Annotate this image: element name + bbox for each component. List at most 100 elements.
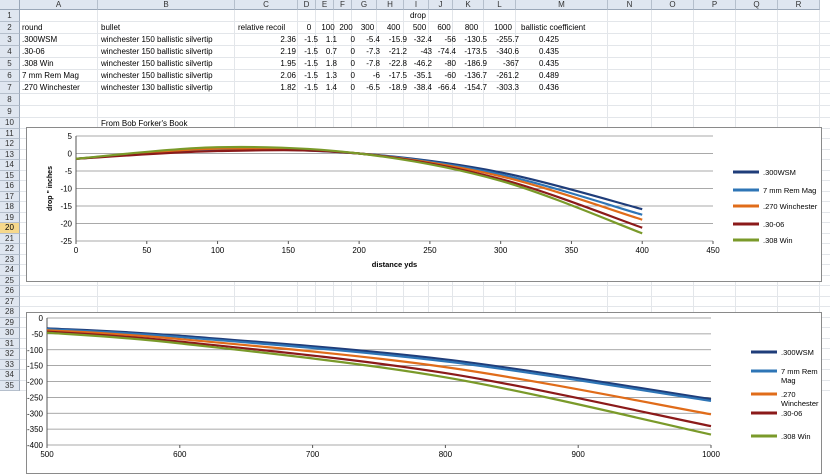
table-cell[interactable]: -32.4	[413, 35, 432, 44]
table-cell[interactable]: -1.5	[304, 71, 318, 80]
table-cell[interactable]: -1.5	[304, 47, 318, 56]
row-header-19[interactable]: 19	[0, 212, 20, 223]
table-cell[interactable]: .30-06	[22, 47, 45, 56]
column-header-i[interactable]: I	[404, 0, 429, 10]
column-header-k[interactable]: K	[453, 0, 484, 10]
row-header-16[interactable]: 16	[0, 181, 20, 192]
header-200[interactable]: 200	[339, 23, 353, 32]
source-note[interactable]: From Bob Forker's Book	[101, 119, 188, 128]
table-cell[interactable]: -136.7	[464, 71, 487, 80]
table-cell[interactable]: -56	[444, 35, 456, 44]
row-header-23[interactable]: 23	[0, 254, 20, 265]
column-header-j[interactable]: J	[429, 0, 453, 10]
column-header-o[interactable]: O	[652, 0, 694, 10]
row-header-4[interactable]: 4	[0, 46, 20, 58]
header-relative-recoil[interactable]: relative recoil	[238, 23, 286, 32]
header-600[interactable]: 600	[437, 23, 451, 32]
column-header-a[interactable]: A	[20, 0, 98, 10]
header-100[interactable]: 100	[321, 23, 335, 32]
row-header-28[interactable]: 28	[0, 307, 20, 318]
table-cell[interactable]: 1.4	[325, 83, 337, 92]
table-cell[interactable]: 2.19	[280, 47, 296, 56]
row-header-2[interactable]: 2	[0, 22, 20, 34]
row-header-3[interactable]: 3	[0, 34, 20, 46]
table-cell[interactable]: -60	[444, 71, 456, 80]
row-header-34[interactable]: 34	[0, 370, 20, 381]
column-header-b[interactable]: B	[98, 0, 235, 10]
table-cell[interactable]: -261.2	[496, 71, 519, 80]
table-cell[interactable]: -5.4	[366, 35, 380, 44]
table-cell[interactable]: -74.4	[437, 47, 456, 56]
header-1000[interactable]: 1000	[494, 23, 512, 32]
table-cell[interactable]: -15.9	[388, 35, 407, 44]
table-cell[interactable]: 1.3	[325, 71, 337, 80]
table-cell[interactable]: 2.36	[280, 35, 296, 44]
table-cell[interactable]: winchester 130 ballistic silvertip	[101, 83, 213, 92]
table-cell[interactable]: 1.8	[325, 59, 337, 68]
row-header-15[interactable]: 15	[0, 170, 20, 181]
row-header-20[interactable]: 20	[0, 223, 20, 234]
table-cell[interactable]: 0.435	[538, 47, 559, 56]
table-cell[interactable]: 0.489	[538, 71, 559, 80]
table-cell[interactable]: .300WSM	[22, 35, 58, 44]
drop-header-cell[interactable]: drop	[409, 11, 426, 20]
table-cell[interactable]: -303.3	[496, 83, 519, 92]
table-cell[interactable]: .308 Win	[22, 59, 54, 68]
chart-drop-short-range[interactable]: 5 0 -5 -10 -15 -20 -25 0 50 100 150 200 250 300 350 400…	[26, 127, 822, 282]
table-cell[interactable]: -6	[372, 71, 380, 80]
table-cell[interactable]: -1.5	[304, 83, 318, 92]
column-header-q[interactable]: Q	[736, 0, 778, 10]
table-cell[interactable]: 2.06	[280, 71, 296, 80]
table-cell[interactable]: -1.5	[304, 35, 318, 44]
row-header-17[interactable]: 17	[0, 191, 20, 202]
table-cell[interactable]: 7 mm Rem Mag	[22, 71, 79, 80]
table-cell[interactable]: 0.435	[538, 59, 559, 68]
table-cell[interactable]: -154.7	[464, 83, 487, 92]
table-cell[interactable]: -17.5	[388, 71, 407, 80]
table-cell[interactable]: -186.9	[464, 59, 487, 68]
table-cell[interactable]: 1.1	[325, 35, 337, 44]
column-header-c[interactable]: C	[235, 0, 298, 10]
header-300[interactable]: 300	[360, 23, 375, 32]
row-header-32[interactable]: 32	[0, 349, 20, 360]
row-header-35[interactable]: 35	[0, 380, 20, 391]
row-header-33[interactable]: 33	[0, 359, 20, 370]
row-header-29[interactable]: 29	[0, 317, 20, 328]
table-cell[interactable]: winchester 150 ballistic silvertip	[101, 71, 213, 80]
column-header-n[interactable]: N	[608, 0, 652, 10]
table-cell[interactable]: 0	[350, 47, 355, 56]
table-cell[interactable]: 0.436	[538, 83, 559, 92]
row-header-31[interactable]: 31	[0, 338, 20, 349]
table-cell[interactable]: 0	[350, 59, 355, 68]
table-cell[interactable]: -255.7	[496, 35, 519, 44]
row-header-27[interactable]: 27	[0, 296, 20, 307]
select-all-corner[interactable]	[0, 0, 20, 10]
header-500[interactable]: 500	[412, 23, 427, 32]
row-header-5[interactable]: 5	[0, 58, 20, 70]
column-header-d[interactable]: D	[298, 0, 316, 10]
column-header-l[interactable]: L	[484, 0, 516, 10]
table-cell[interactable]: -7.3	[366, 47, 380, 56]
row-header-30[interactable]: 30	[0, 328, 20, 339]
header-0[interactable]: 0	[306, 23, 312, 32]
column-header-e[interactable]: E	[316, 0, 334, 10]
header-round[interactable]: round	[22, 23, 43, 32]
table-cell[interactable]: 1.95	[280, 59, 296, 68]
table-cell[interactable]: -173.5	[464, 47, 487, 56]
row-header-25[interactable]: 25	[0, 275, 20, 286]
table-cell[interactable]: 0.425	[538, 35, 559, 44]
table-cell[interactable]: -22.8	[388, 59, 407, 68]
header-ballistic-coefficient[interactable]: ballistic coefficient	[521, 23, 586, 32]
table-cell[interactable]: 0.7	[325, 47, 337, 56]
table-cell[interactable]: -38.4	[413, 83, 432, 92]
table-cell[interactable]: winchester 150 ballistic silvertip	[101, 35, 213, 44]
table-cell[interactable]: -18.9	[388, 83, 407, 92]
table-cell[interactable]: -7.8	[366, 59, 380, 68]
row-header-24[interactable]: 24	[0, 265, 20, 276]
table-cell[interactable]: -35.1	[413, 71, 432, 80]
row-header-14[interactable]: 14	[0, 160, 20, 171]
row-header-1[interactable]: 1	[0, 10, 20, 22]
table-cell[interactable]: 1.82	[280, 83, 296, 92]
table-cell[interactable]: winchester 150 ballistic silvertip	[101, 59, 213, 68]
row-header-12[interactable]: 12	[0, 139, 20, 150]
